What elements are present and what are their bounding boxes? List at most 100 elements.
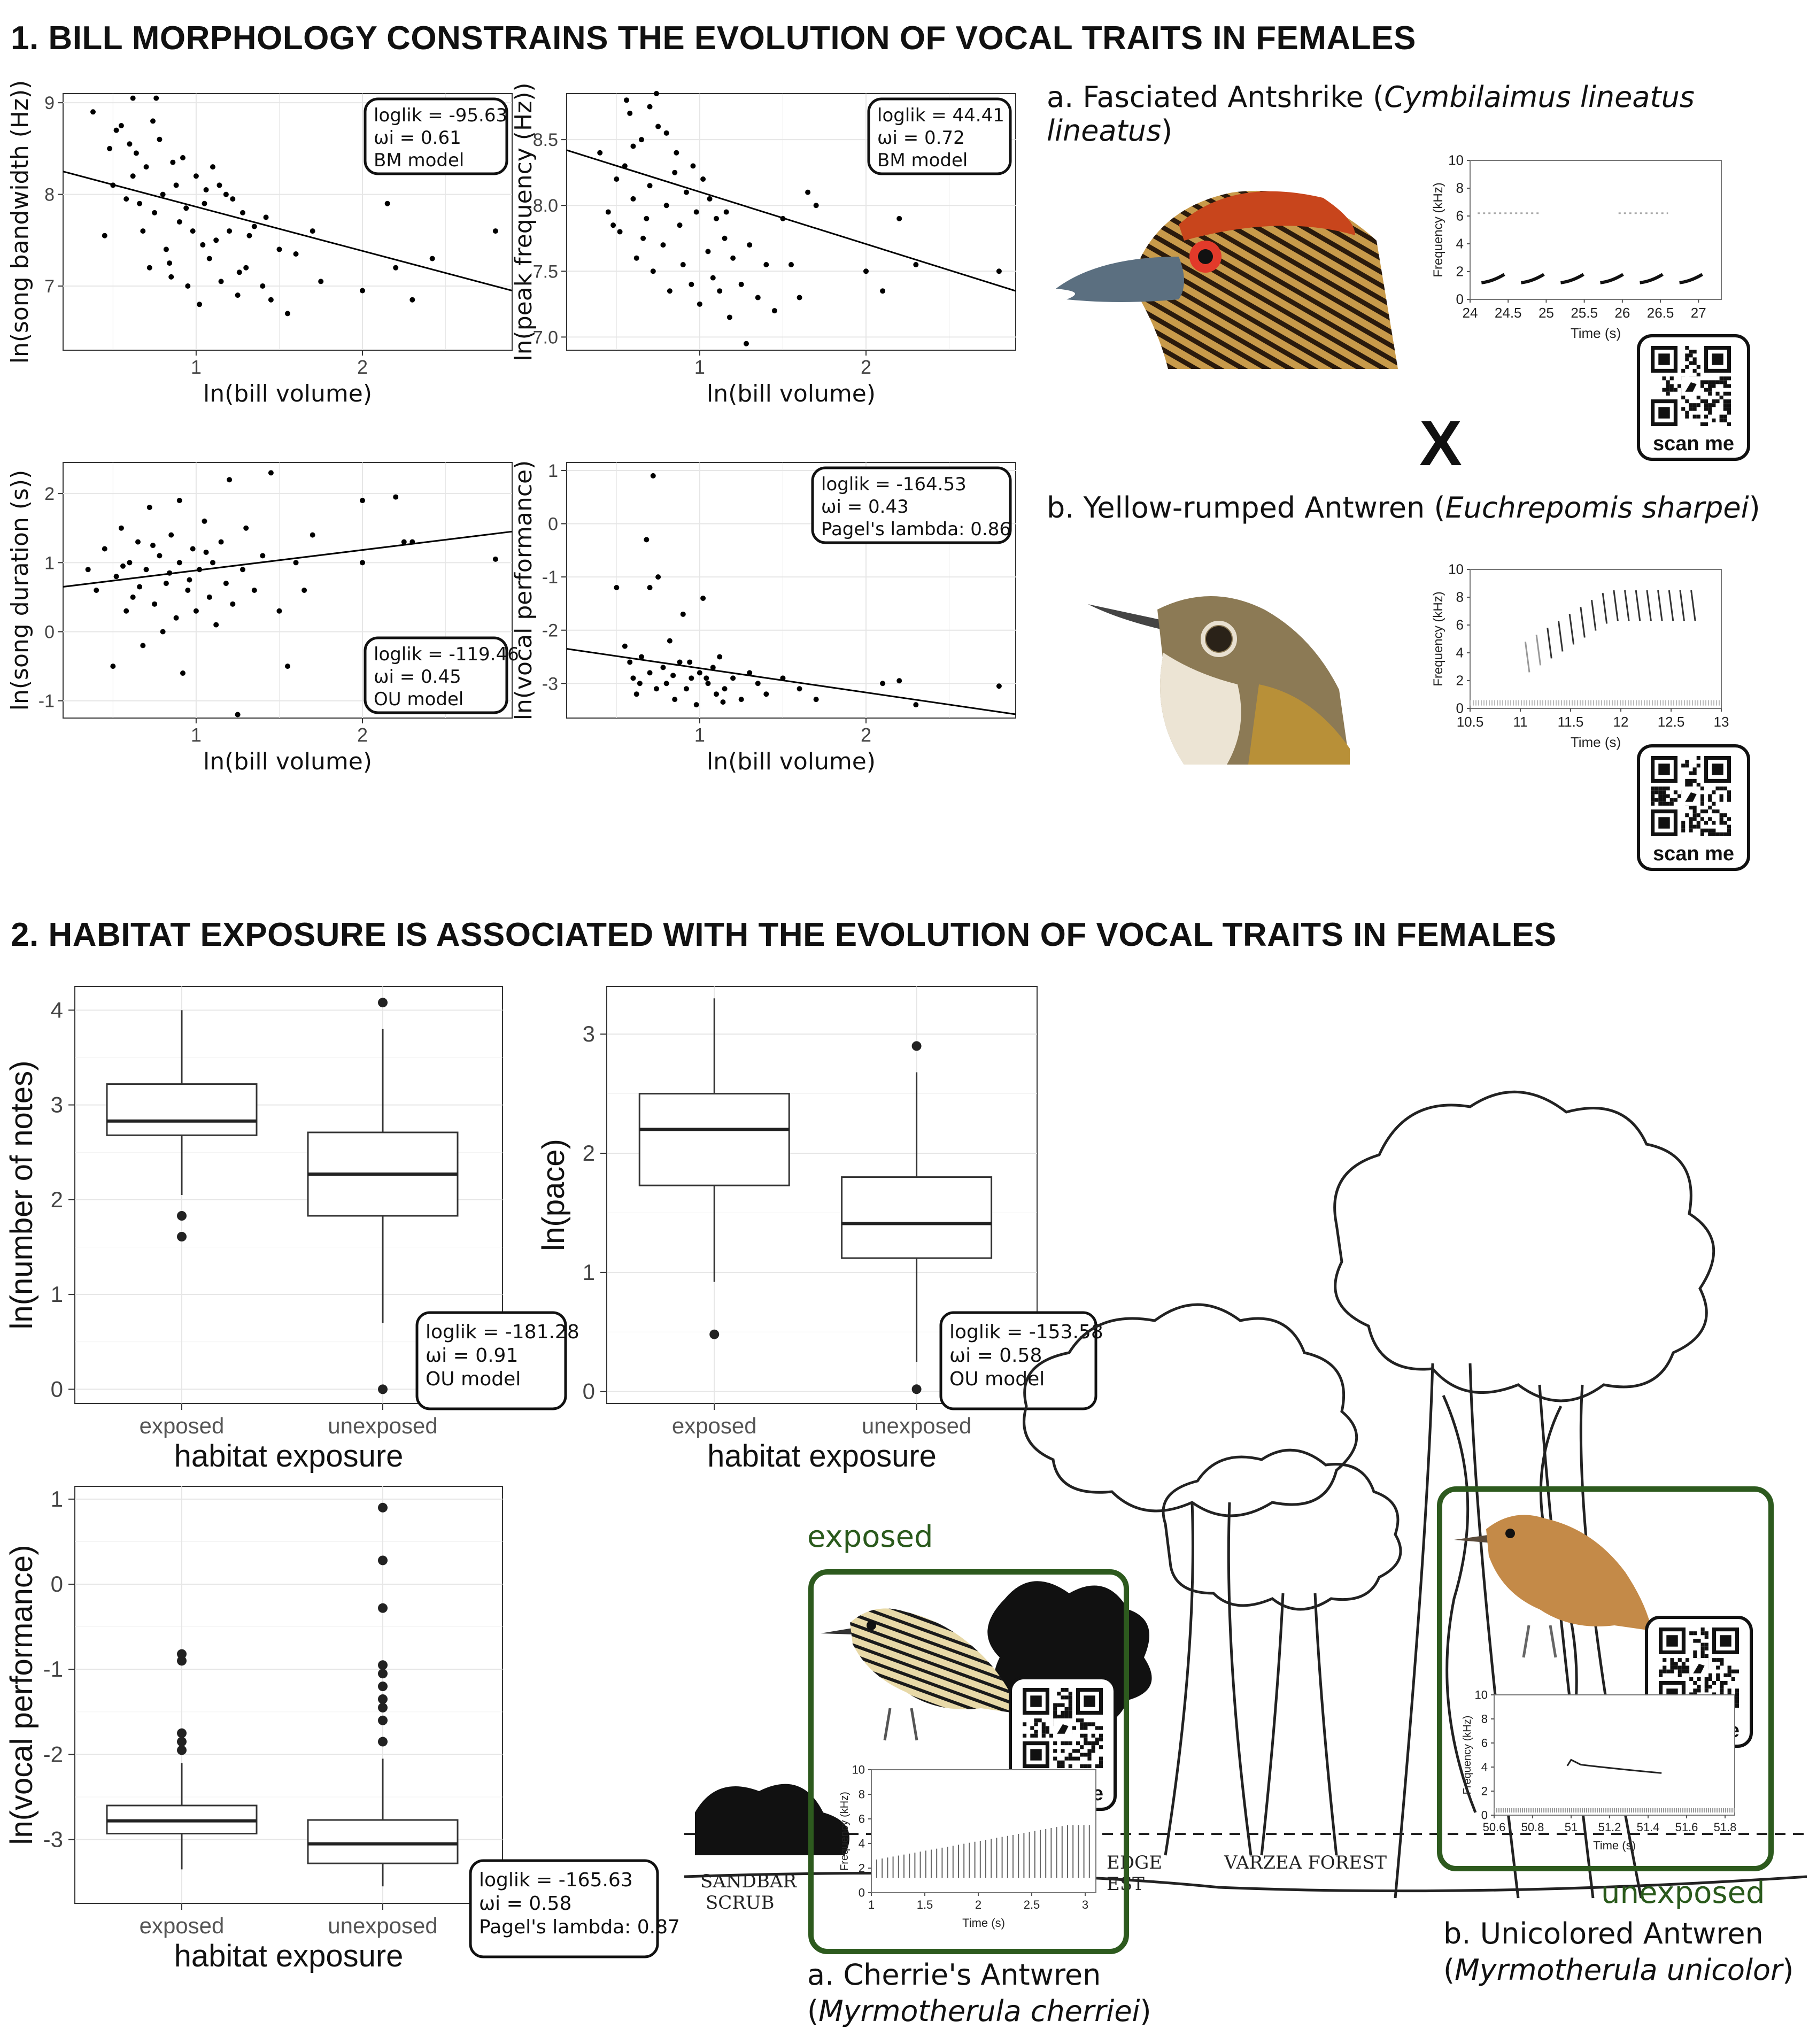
qr-module [1673,798,1677,802]
qr-module [1681,828,1686,832]
box-iqr [106,1083,258,1136]
model-stat-text: loglik = -164.53 [821,474,967,495]
y-tick-label: -3 [43,1827,63,1852]
qr-module [1697,1685,1701,1689]
qr-module [1061,1764,1065,1768]
qr-module [1727,384,1731,388]
qr-module [1064,1688,1069,1692]
qr-module [1704,1677,1708,1681]
qr-module [1091,1741,1095,1746]
y-tick-label: 8 [859,1787,865,1801]
x-tick-label: 51.6 [1675,1821,1698,1834]
data-point [176,219,182,225]
qr-module [1681,821,1686,825]
qr-module [1658,798,1663,802]
qr-module [1099,1756,1103,1761]
qr-module [1084,1733,1088,1738]
qr-module [1685,411,1689,415]
qr-code-icon [1023,1688,1103,1768]
data-point [213,622,219,628]
y-tick-label: 0 [44,622,55,643]
song-note [1590,600,1597,631]
data-point [251,588,257,593]
qr-module [1651,794,1655,798]
data-point [193,173,199,179]
data-point [163,581,169,587]
data-point [223,581,229,587]
qr-module [1712,403,1716,407]
qr-module [1681,1665,1686,1670]
qr-module [1076,1756,1080,1761]
qr-module [1712,1658,1717,1662]
x-tick-label: 26.5 [1647,305,1674,321]
data-point [647,585,653,591]
qr-module [1087,1756,1092,1761]
qr-module [1068,1764,1072,1768]
data-point [614,176,620,182]
qr-module [1669,384,1674,388]
data-point [183,205,189,211]
qr-module [1689,821,1693,825]
y-tick-label: 9 [44,93,55,113]
data-point [243,525,249,531]
data-point [630,675,636,681]
model-stat-text: ωi = 0.58 [949,1345,1042,1367]
qr-module [1708,388,1712,392]
data-point [202,200,207,206]
qr-code-yellow-rumped-antwren[interactable]: scan me [1637,744,1750,871]
data-point [639,654,644,660]
data-point [193,608,199,614]
outlier-point [378,1682,388,1692]
data-point [120,563,126,569]
y-tick-label: 6 [1481,1736,1488,1749]
qr-code-fasciated-antshrike[interactable]: scan me [1637,334,1750,461]
song-note [1679,273,1703,284]
data-point [863,268,869,274]
model-stats-box [811,466,1012,544]
data-point [251,223,257,229]
spectrogram-panel [1470,160,1722,300]
data-point [240,567,245,573]
qr-module [1087,1741,1092,1746]
qr-module [1719,395,1723,399]
scatter-plot-song-bandwidth: 1 2 7 8 9 ln(bill volume) ln(song bandwidth (H… [0,80,513,444]
data-point [797,295,802,300]
data-point [173,615,179,621]
qr-module [1685,353,1689,358]
qr-module [1084,1737,1088,1741]
qr-module [1064,1707,1069,1711]
data-point [236,269,242,275]
song-note [1566,1758,1662,1774]
qr-module [1719,832,1723,836]
data-point [202,518,207,524]
scatter-plot-vocal-performance: 1 2 -3 -2 -1 0 1 ln(bill volume) ln(vocal perfor… [510,446,1021,810]
x-tick-label: 2 [861,356,871,378]
outlier-point [378,1660,388,1670]
data-point [660,665,666,670]
qr-module [1689,783,1693,787]
qr-module [1700,828,1704,832]
qr-module [1049,1733,1054,1738]
x-tick-label: exposed [140,1913,225,1938]
data-point [703,675,709,681]
qr-module [1670,1665,1674,1670]
qr-module [1068,1692,1072,1696]
data-point [654,686,659,692]
qr-module [1673,790,1677,795]
qr-module [1689,771,1693,775]
qr-module [1689,1677,1694,1681]
regression-line [566,149,1016,292]
data-point [710,275,716,281]
qr-module [1076,1741,1080,1746]
qr-module [1670,1662,1674,1666]
data-point [210,164,215,170]
qr-module [1655,786,1659,791]
outlier-point [378,1669,388,1679]
data-point [627,110,633,116]
model-stat-text: BM model [877,150,968,171]
data-point [197,302,203,307]
forest-label-edge: EDGE [1107,1852,1162,1873]
qr-module [1692,357,1697,361]
qr-module [1057,1760,1061,1764]
x-tick-label: 2 [357,724,368,746]
